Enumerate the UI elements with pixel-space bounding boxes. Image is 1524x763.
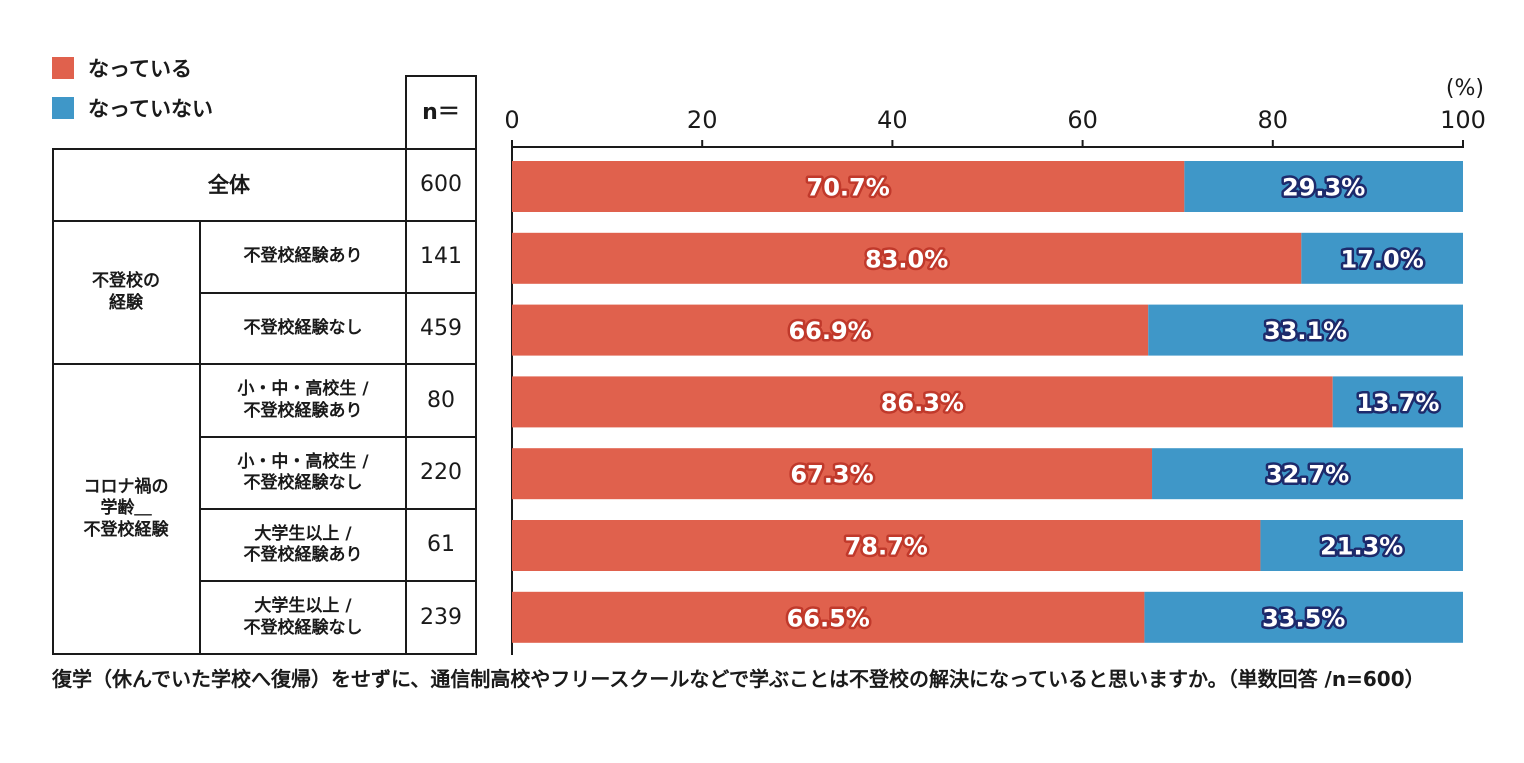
table-line — [200, 292, 477, 294]
table-line — [405, 75, 407, 655]
n-exp-yes: 141 — [420, 244, 462, 270]
table-line — [200, 580, 477, 582]
group-label-experience: 不登校の 経験 — [92, 271, 160, 313]
bar-segment-no — [1144, 591, 1463, 643]
x-tick-label: 40 — [877, 106, 908, 134]
legend-item-yes: なっている — [52, 56, 192, 81]
table-line — [475, 75, 477, 655]
data-label-yes: 83.0% — [865, 245, 948, 273]
table-line — [200, 436, 477, 438]
n-univ-no: 239 — [420, 604, 462, 630]
bar-segment-yes — [512, 161, 1185, 212]
question-caption: 復学（休んでいた学校へ復帰）をせずに、通信制高校やフリースクールなどで学ぶことは… — [52, 667, 1425, 691]
bar-segment-yes — [512, 591, 1145, 643]
data-label-no: 32.7% — [1266, 461, 1349, 489]
n-school-yes: 80 — [427, 387, 455, 413]
bar-segment-yes — [512, 520, 1261, 571]
row-label-total: 全体 — [208, 172, 250, 197]
x-tick-label: 0 — [504, 106, 519, 134]
data-label-no: 17.0% — [1341, 245, 1424, 273]
legend-swatch-no — [52, 97, 74, 119]
data-label-no: 13.7% — [1356, 389, 1439, 417]
x-tick-label: 80 — [1258, 106, 1289, 134]
n-header: n＝ — [422, 99, 460, 125]
bar-segment-yes — [512, 304, 1149, 356]
bar-segment-no — [1152, 448, 1463, 500]
legend-label-yes: なっている — [88, 57, 192, 81]
unit-label: (%) — [1446, 76, 1484, 101]
data-label-no: 21.3% — [1320, 533, 1403, 561]
n-univ-yes: 61 — [427, 532, 455, 558]
legend-label-no: なっていない — [88, 97, 213, 121]
bar-segment-yes — [512, 376, 1333, 428]
table-line — [405, 75, 477, 77]
table-line — [52, 653, 477, 655]
row-label-school-no: 小・中・高校生 / 不登校経験なし — [237, 451, 369, 493]
table-line — [52, 148, 477, 150]
data-label-no: 33.5% — [1262, 604, 1345, 632]
data-label-yes: 67.3% — [790, 461, 873, 489]
x-tick-label: 100 — [1440, 106, 1486, 134]
legend-swatch-yes — [52, 57, 74, 79]
bar-segment-no — [1332, 376, 1463, 428]
data-label-yes: 70.7% — [807, 174, 890, 202]
row-label-univ-no: 大学生以上 / 不登校経験なし — [243, 596, 363, 638]
data-label-yes: 66.9% — [788, 317, 871, 345]
legend-item-no: なっていない — [52, 96, 213, 121]
group-label-covid-age: コロナ禍の 学齢＿ 不登校経験 — [83, 477, 169, 540]
bar-segment-no — [1148, 304, 1463, 356]
x-tick-label: 60 — [1067, 106, 1098, 134]
row-label-univ-yes: 大学生以上 / 不登校経験あり — [243, 523, 363, 565]
table-line — [52, 363, 477, 365]
bar-segment-no — [1260, 520, 1463, 571]
n-total: 600 — [420, 172, 462, 198]
table-line — [52, 220, 477, 222]
bar-segment-yes — [512, 448, 1153, 500]
data-label-no: 33.1% — [1264, 317, 1347, 345]
row-label-school-yes: 小・中・高校生 / 不登校経験あり — [237, 379, 369, 421]
data-label-yes: 78.7% — [845, 533, 928, 561]
bar-segment-no — [1184, 161, 1463, 212]
table-line — [52, 148, 54, 655]
n-exp-no: 459 — [420, 315, 462, 341]
bar-segment-no — [1301, 232, 1463, 284]
n-school-no: 220 — [420, 460, 462, 486]
row-label-exp-no: 不登校経験なし — [243, 317, 363, 338]
data-label-yes: 66.5% — [787, 604, 870, 632]
bar-segment-yes — [512, 232, 1302, 284]
row-label-exp-yes: 不登校経験あり — [243, 246, 363, 267]
table-line — [199, 220, 201, 655]
data-label-yes: 86.3% — [881, 389, 964, 417]
x-tick-label: 20 — [687, 106, 718, 134]
data-label-no: 29.3% — [1282, 174, 1365, 202]
table-line — [200, 508, 477, 510]
